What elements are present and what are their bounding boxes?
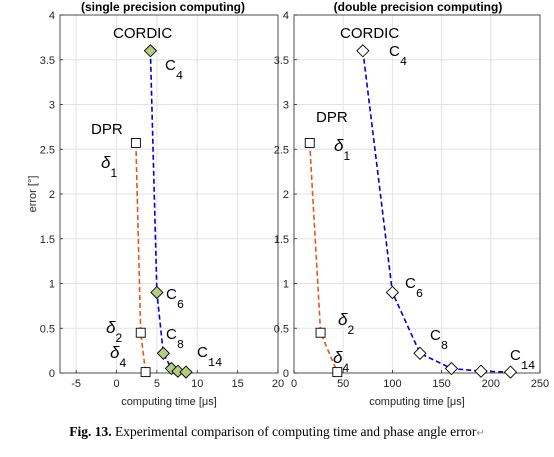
annotation-label: CORDIC (340, 25, 399, 42)
y-tick-label: 1 (283, 279, 289, 291)
y-tick-label: 2 (283, 189, 289, 201)
annotation-label: δ2 (338, 310, 354, 337)
x-axis-label: computing time [μs] (369, 396, 465, 408)
x-tick-label: 10 (191, 378, 203, 390)
data-point-cordic (474, 364, 488, 378)
y-tick-label: 1.5 (274, 234, 289, 246)
annotation-label: CORDIC (113, 25, 172, 42)
x-tick-label: 50 (337, 378, 349, 390)
data-point-cordic (444, 361, 459, 376)
chart-title: (single precision computing) (81, 0, 245, 14)
y-tick-label: 2.5 (40, 144, 55, 156)
data-point-dpr (304, 138, 315, 148)
x-tick-label: 5 (154, 378, 160, 390)
x-tick-label: -5 (71, 378, 81, 390)
x-tick-label: 0 (113, 378, 119, 390)
annotation-label: δ1 (334, 136, 350, 163)
series-line-dpr (135, 142, 147, 373)
y-tick-label: 1 (49, 279, 55, 291)
caption-label: Fig. 13. (69, 424, 112, 439)
data-point-cordic (150, 285, 164, 300)
caption-text: Experimental comparison of computing tim… (111, 424, 477, 439)
annotation-label: C8 (430, 327, 448, 353)
y-tick-label: 0.5 (274, 323, 289, 335)
y-tick-label: 2 (49, 189, 55, 201)
y-tick-label: 2.5 (274, 144, 289, 156)
y-tick-label: 3 (49, 100, 55, 112)
x-tick-label: 20 (272, 378, 284, 390)
annotation-label: DPR (316, 109, 348, 126)
y-tick-label: 0 (283, 368, 289, 380)
data-point-cordic (143, 44, 158, 58)
annotation-label: C14 (197, 344, 222, 370)
data-point-dpr (135, 327, 146, 338)
annotation-label: δ4 (110, 343, 126, 370)
data-point-dpr (130, 138, 141, 148)
x-tick-label: 100 (383, 378, 401, 390)
y-tick-label: 1.5 (40, 234, 55, 246)
series-line-dpr (308, 142, 339, 373)
annotation-label: C6 (166, 286, 184, 312)
data-point-cordic (156, 346, 170, 360)
annotation-label: C4 (389, 43, 407, 69)
data-point-cordic (413, 346, 427, 360)
chart-title: (double precision computing) (334, 0, 503, 14)
y-tick-label: 3.5 (40, 55, 55, 67)
x-tick-label: 150 (432, 378, 450, 390)
annotation-label: C6 (405, 275, 423, 301)
y-tick-label: 3.5 (274, 55, 289, 67)
chart-panel-1: -5 0 5 10 15 20 0 0.5 1 1.5 2 2.5 3 3.5 4 (single preci… (27, 0, 284, 408)
data-point-cordic (356, 44, 370, 58)
annotation-label: C4 (165, 57, 183, 83)
data-point-dpr (332, 367, 343, 378)
figure-caption: Fig. 13. Experimental comparison of comp… (0, 424, 554, 440)
data-point-dpr (315, 327, 326, 338)
chart-panel-2: 0 50 100 150 200 250 0 0.5 1 1.5 2 2.5 3 3.5 4 (double … (274, 0, 549, 408)
data-point-cordic (179, 365, 193, 379)
y-tick-label: 4 (283, 10, 289, 22)
data-point-dpr (140, 367, 151, 378)
y-tick-label: 0 (49, 368, 55, 380)
annotation-label: δ2 (106, 318, 122, 345)
caption-return-mark: ↵ (476, 428, 485, 439)
data-point-cordic (503, 365, 518, 379)
annotation-label: DPR (91, 121, 123, 138)
y-tick-label: 3 (283, 100, 289, 112)
annotation-label: δ4 (333, 348, 349, 375)
y-tick-label: 4 (49, 10, 55, 22)
x-tick-label: 200 (482, 378, 500, 390)
y-axis-label: error [°] (27, 176, 39, 213)
data-point-cordic (171, 364, 185, 378)
x-axis-label: computing time [μs] (121, 396, 217, 408)
annotation-label: C8 (166, 326, 184, 352)
x-tick-label: 0 (291, 378, 297, 390)
data-point-cordic (385, 285, 400, 300)
y-tick-label: 0.5 (40, 323, 55, 335)
annotation-label: δ1 (101, 153, 117, 180)
x-tick-label: 15 (232, 378, 244, 390)
x-tick-label: 250 (531, 378, 549, 390)
annotation-label: C14 (510, 347, 535, 373)
